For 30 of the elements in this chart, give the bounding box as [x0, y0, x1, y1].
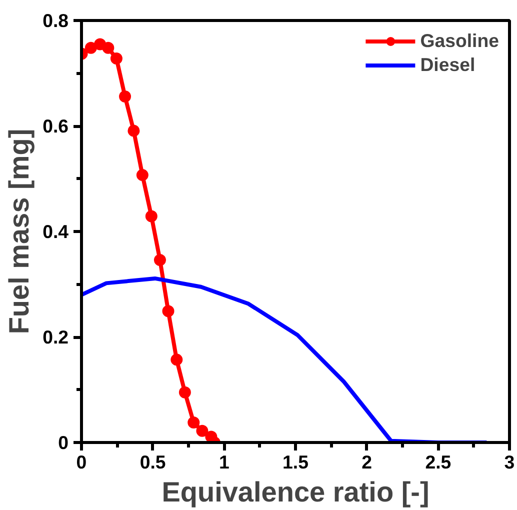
point: [128, 124, 140, 137]
point: [170, 354, 183, 366]
point: [145, 210, 158, 222]
y-tick-label: 0.4: [42, 221, 70, 242]
y-axis-title: Fuel mass [mg]: [4, 128, 35, 334]
x-tick-label: 1: [218, 452, 230, 472]
point: [102, 42, 114, 54]
point: [154, 254, 166, 266]
point: [188, 416, 200, 428]
x-tick-label: 2.5: [425, 452, 452, 472]
point: [84, 42, 97, 54]
legend-label: Gasoline: [420, 30, 499, 52]
x-tick-label: 3: [504, 452, 515, 472]
point: [136, 169, 148, 182]
point: [110, 52, 122, 64]
point: [196, 424, 208, 437]
x-tick-label: 1.5: [282, 452, 308, 472]
x-tick-label: 0: [76, 452, 87, 472]
x-tick-label: 2: [362, 452, 372, 472]
y-tick-label: 0.6: [42, 116, 69, 136]
x-tick-label: 0.5: [140, 452, 166, 472]
y-tick-label: 0: [58, 432, 69, 453]
y-tick-label: 0.8: [42, 10, 69, 31]
legend-label: Diesel: [420, 54, 476, 76]
x-axis-title: Equivalence ratio [-]: [162, 476, 430, 508]
line-series: [82, 276, 489, 442]
y-tick-label: 0.2: [42, 326, 69, 348]
point: [162, 305, 174, 318]
point: [178, 386, 191, 398]
point: [119, 90, 132, 102]
